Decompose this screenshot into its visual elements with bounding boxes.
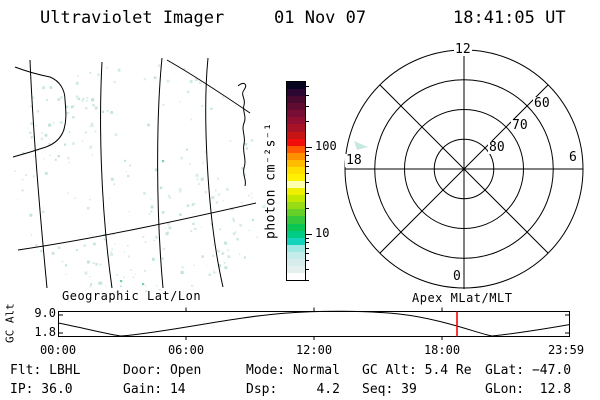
status-glat: GLat: −47.0 xyxy=(485,363,572,378)
colorbar-axis-label: photon cm⁻²s⁻¹ xyxy=(263,122,279,240)
geographic-image-panel xyxy=(12,57,266,294)
apex-polar-panel xyxy=(344,43,584,289)
map-caption: Geographic Lat/Lon xyxy=(62,289,202,303)
timeline-ymax-label: 9.0 xyxy=(34,306,56,320)
mlt-label-12: 12 xyxy=(454,42,472,57)
status-filter: Flt: LBHL xyxy=(10,363,81,378)
header-date: 01 Nov 07 xyxy=(274,8,367,28)
time-tick-2359: 23:59 xyxy=(547,343,585,357)
colorbar-major-label-1: 10 xyxy=(315,226,330,240)
latitude-line xyxy=(166,59,251,114)
header-time: 18:41:05 UT xyxy=(453,8,566,28)
time-axis-ticks xyxy=(59,307,569,340)
timeline-ymin-label: 1.8 xyxy=(34,325,56,339)
polar-grid xyxy=(344,43,584,289)
mlt-label-0: 0 xyxy=(452,269,462,284)
meridian-line xyxy=(29,59,48,289)
mlt-label-6: 6 xyxy=(568,150,578,165)
colorbar-ticks: 100 10 xyxy=(306,82,346,281)
mlat-ring-label-60: 60 xyxy=(533,96,551,111)
coastline-west xyxy=(12,66,67,158)
mlat-ring-label-80: 80 xyxy=(488,140,506,155)
plot-frame xyxy=(58,311,570,337)
status-dsp: Dsp: 4.2 xyxy=(246,382,340,397)
time-tick-1800: 18:00 xyxy=(423,343,461,357)
gc-altitude-curve xyxy=(57,310,571,337)
colorbar xyxy=(286,81,306,281)
status-gc-alt: GC Alt: 5.4 Re xyxy=(362,363,472,378)
status-ip: IP: 36.0 xyxy=(10,382,73,397)
time-tick-1200: 12:00 xyxy=(295,343,333,357)
mlt-label-18: 18 xyxy=(345,153,363,168)
speckle-layer xyxy=(14,64,266,294)
time-tick-0000: 00:00 xyxy=(39,343,77,357)
graticule-lines xyxy=(12,57,257,289)
status-mode: Mode: Normal xyxy=(246,363,340,378)
latitude-line xyxy=(17,202,257,251)
time-tick-0600: 06:00 xyxy=(167,343,205,357)
mlat-ring-label-70: 70 xyxy=(511,118,529,133)
mlt-spoke-diagonal xyxy=(379,84,549,254)
status-seq: Seq: 39 xyxy=(362,382,417,397)
coastline-east xyxy=(237,82,247,187)
meridian-line xyxy=(205,57,224,288)
status-door: Door: Open xyxy=(123,363,202,378)
orbit-altitude-plot xyxy=(57,307,571,340)
colorbar-major-label-0: 100 xyxy=(315,139,337,153)
app-title: Ultraviolet Imager xyxy=(40,8,225,28)
status-glon: GLon: 12.8 xyxy=(485,382,572,397)
timeline-y-axis-label: GC Alt xyxy=(3,303,17,343)
faint-emission-fleck xyxy=(354,141,368,150)
polar-caption: Apex MLat/MLT xyxy=(412,291,513,305)
meridian-line xyxy=(157,57,164,289)
status-gain: Gain: 14 xyxy=(123,382,186,397)
meridian-line xyxy=(100,61,113,289)
